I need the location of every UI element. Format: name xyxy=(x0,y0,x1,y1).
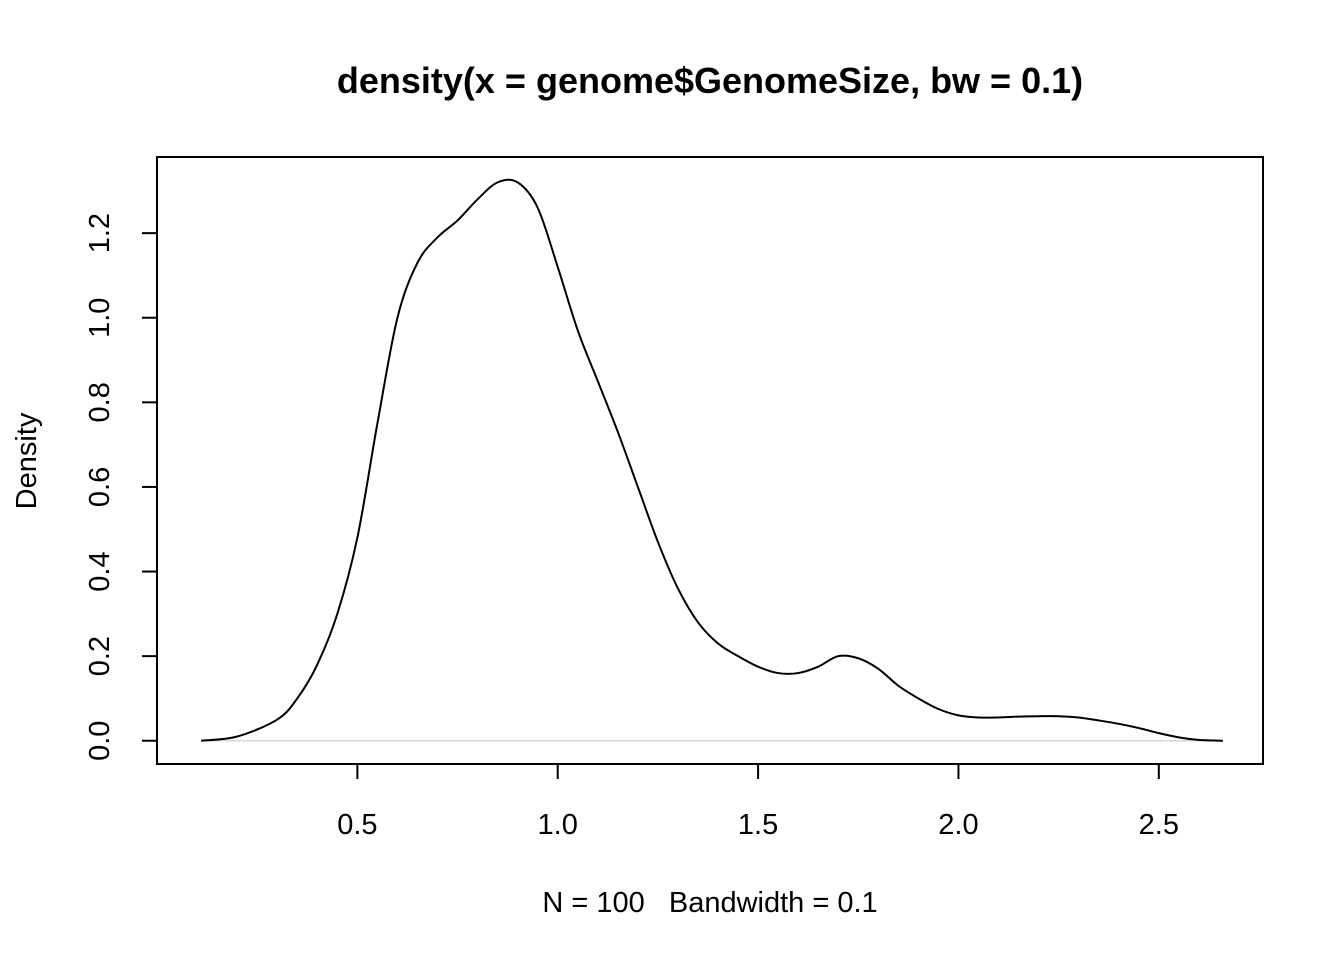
plot-frame xyxy=(156,156,1264,765)
x-tick-label: 1.5 xyxy=(738,809,778,841)
x-tick-label: 1.0 xyxy=(538,809,578,841)
x-tick-label: 2.5 xyxy=(1139,809,1179,841)
y-tick-label: 0.0 xyxy=(84,721,116,761)
density-curve-0 xyxy=(200,178,1223,742)
y-tick-label: 0.2 xyxy=(84,636,116,676)
y-axis: 0.0 0.2 0.4 0.6 0.8 1.0 1.2 xyxy=(84,213,157,761)
y-tick-label: 1.2 xyxy=(84,213,116,253)
x-tick-label: 2.0 xyxy=(938,809,978,841)
y-tick-label: 1.0 xyxy=(84,298,116,338)
y-axis-label: Density xyxy=(11,412,43,509)
y-tick-label: 0.4 xyxy=(84,551,116,591)
x-axis-label: N = 100 Bandwidth = 0.1 xyxy=(542,887,877,919)
curve-group xyxy=(200,178,1223,742)
chart-title: density(x = genome$GenomeSize, bw = 0.1) xyxy=(337,60,1083,101)
x-tick-label: 0.5 xyxy=(337,809,377,841)
x-axis: 0.5 1.0 1.5 2.0 2.5 xyxy=(337,764,1179,841)
y-tick-label: 0.8 xyxy=(84,382,116,422)
y-tick-label: 0.6 xyxy=(84,467,116,507)
